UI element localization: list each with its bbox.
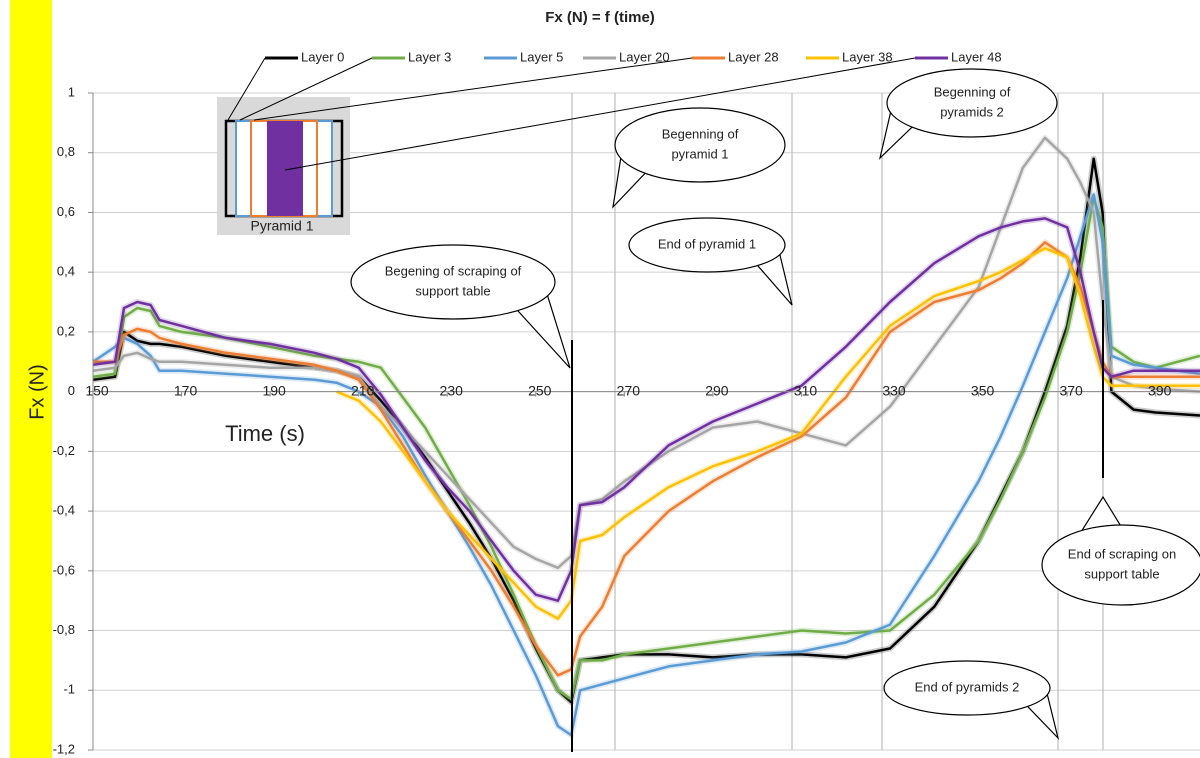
callout-text: support table: [1084, 566, 1159, 581]
x-tick-label: 230: [440, 382, 464, 398]
page: {"chart_data": {"type": "line", "title":…: [0, 0, 1200, 758]
callout-cover: [1043, 526, 1200, 604]
x-tick-label: 150: [85, 382, 109, 398]
callout-text: Begenning of: [662, 126, 739, 141]
series-line: [93, 242, 1200, 675]
inset-layer48: [267, 121, 303, 216]
series-glow: [93, 198, 1200, 700]
x-tick-label: 370: [1059, 382, 1083, 398]
legend: Layer 0 Layer 3 Layer 5 Layer 20 Layer 28 Lay…: [265, 49, 1002, 64]
callout-text: End of pyramid 1: [658, 236, 756, 251]
y-tick-label: -1: [63, 682, 75, 697]
inset-label: Pyramid 1: [250, 218, 313, 234]
y-tick-label: -0,8: [53, 622, 75, 637]
callout-text: pyramid 1: [671, 146, 728, 161]
y-tick-label: 0,8: [57, 144, 75, 159]
x-tick-label: 310: [794, 382, 818, 398]
y-tick-label: 0: [68, 383, 75, 398]
y-tick-label: -0,2: [53, 443, 75, 458]
series-line: [93, 218, 1200, 600]
legend-label: Layer 38: [842, 49, 893, 64]
series-glow: [93, 218, 1200, 600]
callout-text: Begenning of: [934, 84, 1011, 99]
callout-text: End of pyramids 2: [915, 679, 1020, 694]
chart: Fx (N) = f (time) Fx (N) -1,2 -1 -0,8 -0,6 -…: [0, 0, 1200, 758]
x-tick-label: 270: [617, 382, 641, 398]
x-tick-label: 390: [1148, 382, 1172, 398]
y-tick-label: 0,4: [57, 264, 75, 279]
chart-title: Fx (N) = f (time): [545, 9, 655, 26]
series-glow: [93, 242, 1200, 675]
series-line: [93, 198, 1200, 700]
x-tick-label: 250: [528, 382, 552, 398]
callout-cover: [352, 246, 554, 318]
callout-cover: [888, 70, 1056, 136]
callout-cover: [616, 109, 784, 181]
y-tick-label: 0,2: [57, 323, 75, 338]
x-tick-label: 290: [705, 382, 729, 398]
x-tick-label: 170: [174, 382, 198, 398]
callout-text: support table: [415, 283, 490, 298]
y-tick-label: -1,2: [53, 741, 75, 756]
legend-label: Layer 48: [951, 49, 1002, 64]
y-tick-label: -0,4: [53, 503, 75, 518]
x-axis-label: Time (s): [225, 421, 305, 446]
legend-label: Layer 28: [728, 49, 779, 64]
x-tick-label: 330: [882, 382, 906, 398]
x-tick-label: 210: [351, 382, 375, 398]
x-tick-label: 350: [971, 382, 995, 398]
y-tick-label: 1: [68, 84, 75, 99]
callout-text: End of scraping on: [1068, 546, 1176, 561]
legend-label: Layer 20: [619, 49, 670, 64]
y-tick-label: -0,6: [53, 562, 75, 577]
y-tick-label: 0,6: [57, 204, 75, 219]
x-tick-label: 190: [262, 382, 286, 398]
y-axis-label: Fx (N): [26, 364, 48, 420]
legend-label: Layer 5: [520, 49, 563, 64]
legend-label: Layer 0: [301, 49, 344, 64]
legend-label: Layer 3: [408, 49, 451, 64]
callout-text: Begening of scraping of: [385, 263, 522, 278]
callout-text: pyramids 2: [940, 104, 1004, 119]
inset: Pyramid 1: [217, 58, 915, 235]
